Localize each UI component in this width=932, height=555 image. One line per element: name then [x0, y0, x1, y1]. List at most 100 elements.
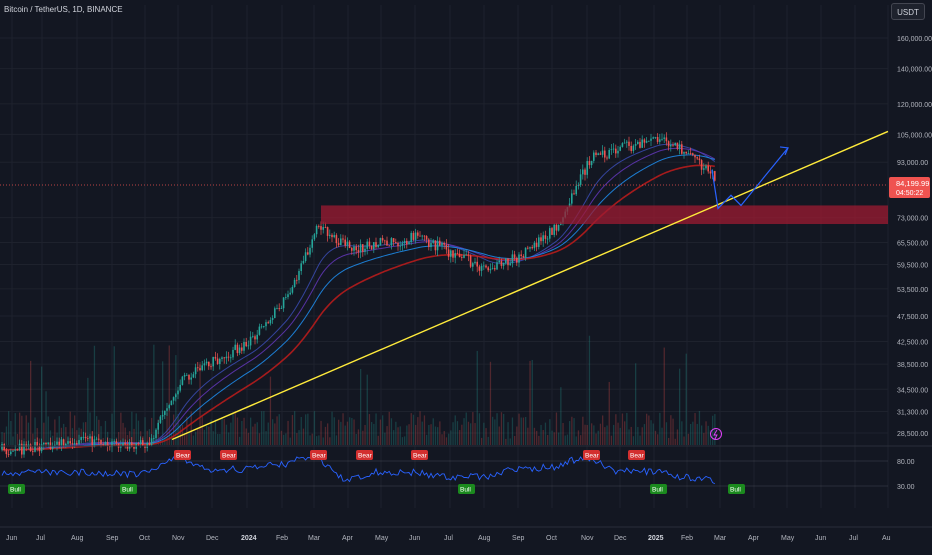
candle-body — [474, 261, 476, 264]
volume-bar — [562, 423, 564, 445]
candle-body — [175, 394, 177, 398]
volume-bar — [426, 434, 428, 445]
trendline[interactable] — [171, 130, 889, 441]
volume-bar — [14, 413, 16, 445]
volume-bar — [131, 411, 133, 445]
volume-bar — [483, 422, 485, 445]
rsi-signal-label: Bull — [652, 487, 663, 494]
time-tick-label: Nov — [581, 535, 594, 542]
candle-body — [678, 144, 681, 149]
candle-body — [51, 445, 54, 449]
price-tick-label: 120,000.00 — [897, 102, 932, 109]
rsi-line — [1, 456, 716, 485]
volume-bar — [406, 425, 408, 445]
volume-bar — [349, 417, 351, 445]
candle-body — [467, 254, 470, 256]
volume-bar — [395, 421, 397, 445]
volume-bar — [340, 421, 342, 445]
volume-bar — [476, 350, 478, 445]
volume-bar — [146, 430, 148, 445]
candle-body — [243, 341, 245, 351]
volume-bar — [485, 428, 487, 445]
volume-bar — [540, 424, 542, 445]
volume-bar — [98, 419, 100, 445]
candle-body — [205, 361, 208, 364]
candle-body — [403, 240, 406, 244]
volume-bar — [701, 425, 703, 445]
time-tick-label: Mar — [308, 535, 321, 542]
lightning-icon[interactable] — [710, 428, 722, 440]
candle-body — [487, 267, 489, 271]
candle-body — [40, 444, 43, 452]
volume-bar — [617, 422, 619, 445]
candle-body — [16, 449, 19, 451]
currency-button[interactable]: USDT — [891, 3, 925, 20]
volume-bar — [269, 376, 272, 445]
candle-body — [280, 308, 283, 310]
volume-bar — [362, 430, 364, 445]
candle-body — [69, 441, 71, 444]
time-tick-label: Sep — [106, 535, 119, 542]
volume-bar — [428, 424, 430, 445]
candle-body — [331, 234, 333, 238]
candle-body — [76, 443, 78, 445]
volume-bar — [452, 422, 454, 445]
volume-bar — [327, 423, 329, 445]
candle-body — [520, 254, 522, 256]
rsi-signal-label: Bull — [730, 487, 741, 494]
volume-bar — [208, 426, 210, 445]
volume-bar — [76, 430, 78, 445]
volume-bar — [173, 414, 175, 445]
candle-body — [575, 185, 577, 195]
time-tick-label: Apr — [748, 535, 760, 542]
volume-bar — [366, 374, 368, 445]
candle-body — [47, 442, 49, 445]
candle-body — [500, 260, 503, 266]
volume-bar — [228, 432, 230, 445]
candle-body — [502, 262, 505, 266]
volume-bar — [5, 426, 8, 445]
volume-bar — [443, 430, 445, 445]
volume-bar — [542, 430, 544, 445]
candle-body — [32, 451, 34, 452]
volume-bar — [52, 435, 54, 445]
candle-body — [38, 445, 41, 452]
candle-body — [84, 436, 87, 439]
volume-bar — [619, 427, 621, 445]
volume-bar — [247, 432, 250, 445]
volume-bar — [201, 414, 203, 445]
candle-body — [144, 445, 146, 448]
candle-body — [329, 234, 331, 236]
candle-body — [137, 443, 140, 445]
rsi-signal-badge — [458, 484, 475, 494]
volume-bar — [38, 438, 41, 445]
rsi-signal-label: Bull — [122, 487, 133, 494]
volume-bar — [291, 415, 294, 445]
candle-body — [456, 253, 459, 254]
candle-body — [606, 157, 608, 159]
projection-path[interactable] — [711, 147, 789, 210]
candle-body — [18, 443, 21, 451]
volume-bar — [302, 428, 305, 445]
candle-body — [513, 254, 516, 258]
volume-bar — [263, 411, 265, 445]
volume-bar — [206, 426, 208, 445]
candle-body — [12, 450, 14, 452]
candle-body — [201, 365, 203, 371]
candle-body — [593, 152, 595, 161]
volume-bar — [670, 415, 672, 445]
candle-body — [274, 308, 276, 318]
price-tick-label: 140,000.00 — [897, 67, 932, 74]
candle-body — [133, 446, 135, 449]
volume-bar — [694, 413, 696, 445]
candle-body — [82, 436, 85, 438]
candle-body — [612, 148, 615, 150]
candle-body — [21, 443, 23, 455]
price-tick-label: 59,500.00 — [897, 262, 928, 269]
volume-bar — [698, 411, 701, 445]
candle-body — [150, 438, 153, 446]
candle-body — [516, 257, 518, 263]
candle-body — [714, 171, 716, 181]
